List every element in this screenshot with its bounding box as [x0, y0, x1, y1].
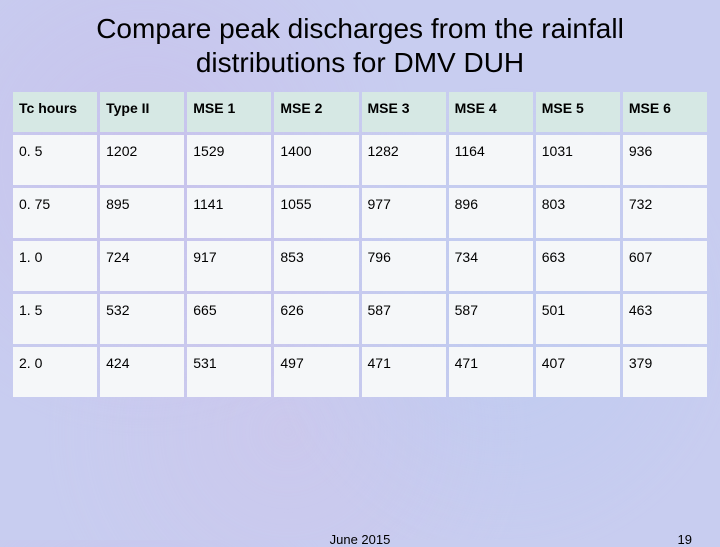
table-container: Tc hours Type II MSE 1 MSE 2 MSE 3 MSE 4… [0, 89, 720, 400]
cell: 1400 [274, 135, 358, 185]
cell: 626 [274, 294, 358, 344]
table-row: 0. 75 895 1141 1055 977 896 803 732 [13, 188, 707, 238]
cell: 665 [187, 294, 271, 344]
cell: 1055 [274, 188, 358, 238]
cell: 724 [100, 241, 184, 291]
cell: 497 [274, 347, 358, 397]
cell: 936 [623, 135, 707, 185]
col-header: MSE 3 [362, 92, 446, 132]
cell: 732 [623, 188, 707, 238]
col-header: Tc hours [13, 92, 97, 132]
cell: 896 [449, 188, 533, 238]
cell: 607 [623, 241, 707, 291]
cell: 803 [536, 188, 620, 238]
col-header: MSE 2 [274, 92, 358, 132]
cell: 2. 0 [13, 347, 97, 397]
discharge-table: Tc hours Type II MSE 1 MSE 2 MSE 3 MSE 4… [10, 89, 710, 400]
cell: 471 [362, 347, 446, 397]
cell: 463 [623, 294, 707, 344]
table-row: 1. 5 532 665 626 587 587 501 463 [13, 294, 707, 344]
cell: 407 [536, 347, 620, 397]
cell: 734 [449, 241, 533, 291]
cell: 532 [100, 294, 184, 344]
col-header: Type II [100, 92, 184, 132]
cell: 796 [362, 241, 446, 291]
cell: 663 [536, 241, 620, 291]
table-row: 2. 0 424 531 497 471 471 407 379 [13, 347, 707, 397]
cell: 895 [100, 188, 184, 238]
table-row: 1. 0 724 917 853 796 734 663 607 [13, 241, 707, 291]
cell: 853 [274, 241, 358, 291]
cell: 0. 75 [13, 188, 97, 238]
col-header: MSE 4 [449, 92, 533, 132]
cell: 1164 [449, 135, 533, 185]
cell: 501 [536, 294, 620, 344]
col-header: MSE 6 [623, 92, 707, 132]
table-body: 0. 5 1202 1529 1400 1282 1164 1031 936 0… [13, 135, 707, 397]
cell: 587 [449, 294, 533, 344]
cell: 977 [362, 188, 446, 238]
table-header-row: Tc hours Type II MSE 1 MSE 2 MSE 3 MSE 4… [13, 92, 707, 132]
cell: 471 [449, 347, 533, 397]
cell: 1529 [187, 135, 271, 185]
cell: 1031 [536, 135, 620, 185]
cell: 1. 5 [13, 294, 97, 344]
cell: 1141 [187, 188, 271, 238]
col-header: MSE 1 [187, 92, 271, 132]
cell: 379 [623, 347, 707, 397]
slide-title: Compare peak discharges from the rainfal… [0, 0, 720, 89]
cell: 1282 [362, 135, 446, 185]
cell: 917 [187, 241, 271, 291]
col-header: MSE 5 [536, 92, 620, 132]
cell: 0. 5 [13, 135, 97, 185]
table-row: 0. 5 1202 1529 1400 1282 1164 1031 936 [13, 135, 707, 185]
cell: 587 [362, 294, 446, 344]
cell: 1. 0 [13, 241, 97, 291]
cell: 531 [187, 347, 271, 397]
cell: 424 [100, 347, 184, 397]
cell: 1202 [100, 135, 184, 185]
